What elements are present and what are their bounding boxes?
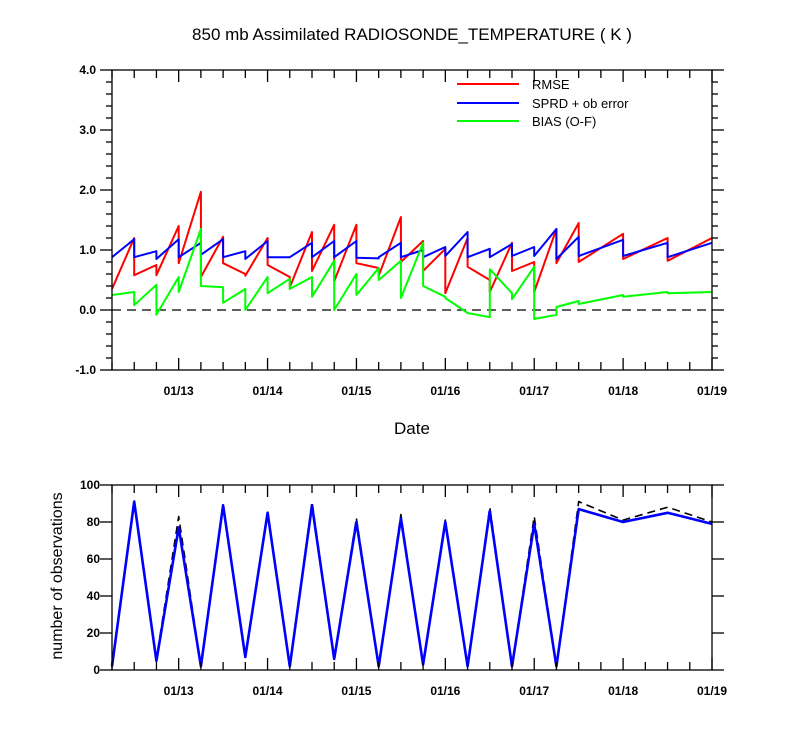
y-tick-label: 3.0 xyxy=(79,123,96,137)
x-tick-label: 01/17 xyxy=(519,384,549,398)
legend: RMSE SPRD + ob error BIAS (O-F) xyxy=(457,77,629,129)
legend-label: SPRD + ob error xyxy=(532,96,629,111)
x-axis-label: Date xyxy=(394,419,430,438)
plot-frame xyxy=(111,69,713,371)
x-tick-label: 01/16 xyxy=(430,684,460,698)
chart-title: 850 mb Assimilated RADIOSONDE_TEMPERATUR… xyxy=(192,25,632,44)
y-tick-label: 2.0 xyxy=(79,183,96,197)
y-tick-label: 80 xyxy=(87,515,101,529)
legend-label: RMSE xyxy=(532,77,570,92)
x-tick-label: 01/16 xyxy=(430,384,460,398)
x-tick-label: 01/18 xyxy=(608,684,638,698)
x-tick-label: 01/17 xyxy=(519,684,549,698)
x-tick-label: 01/15 xyxy=(341,384,371,398)
y-tick-label: 100 xyxy=(80,478,100,492)
x-tick-label: 01/14 xyxy=(253,684,283,698)
plot-frame xyxy=(111,484,713,671)
y-tick-label: 0.0 xyxy=(79,303,96,317)
y-tick-label: 1.0 xyxy=(79,243,96,257)
series-observations-assimilated-line xyxy=(110,500,713,668)
x-tick-label: 01/13 xyxy=(164,384,194,398)
top-plot-series xyxy=(111,190,713,320)
y-tick-label: 60 xyxy=(87,552,101,566)
y-tick-label: 20 xyxy=(87,626,101,640)
y-tick-label: 4.0 xyxy=(79,63,96,77)
y-tick-label: 0 xyxy=(93,663,100,677)
bottom-plot-frame xyxy=(111,484,713,671)
x-tick-label: 01/15 xyxy=(341,684,371,698)
x-tick-label: 01/19 xyxy=(697,384,727,398)
series-rmse-line xyxy=(111,190,713,295)
bottom-plot-series xyxy=(110,498,713,668)
y-tick-label: -1.0 xyxy=(75,363,96,377)
x-tick-label: 01/13 xyxy=(164,684,194,698)
series-bias-o-f-line xyxy=(111,228,713,320)
top-plot-ticks: 01/13 01/14 01/15 01/16 01/17 01/18 01/19 -1.0 0… xyxy=(75,63,727,398)
x-tick-label: 01/18 xyxy=(608,384,638,398)
top-plot-frame xyxy=(111,69,713,371)
x-tick-label: 01/14 xyxy=(253,384,283,398)
y-tick-label: 40 xyxy=(87,589,101,603)
y-axis-label: number of observations xyxy=(49,492,66,659)
bottom-plot-ticks: 01/13 01/14 01/15 01/16 01/17 01/18 01/19 0 20 40… xyxy=(80,478,727,698)
legend-label: BIAS (O-F) xyxy=(532,114,596,129)
x-tick-label: 01/19 xyxy=(697,684,727,698)
